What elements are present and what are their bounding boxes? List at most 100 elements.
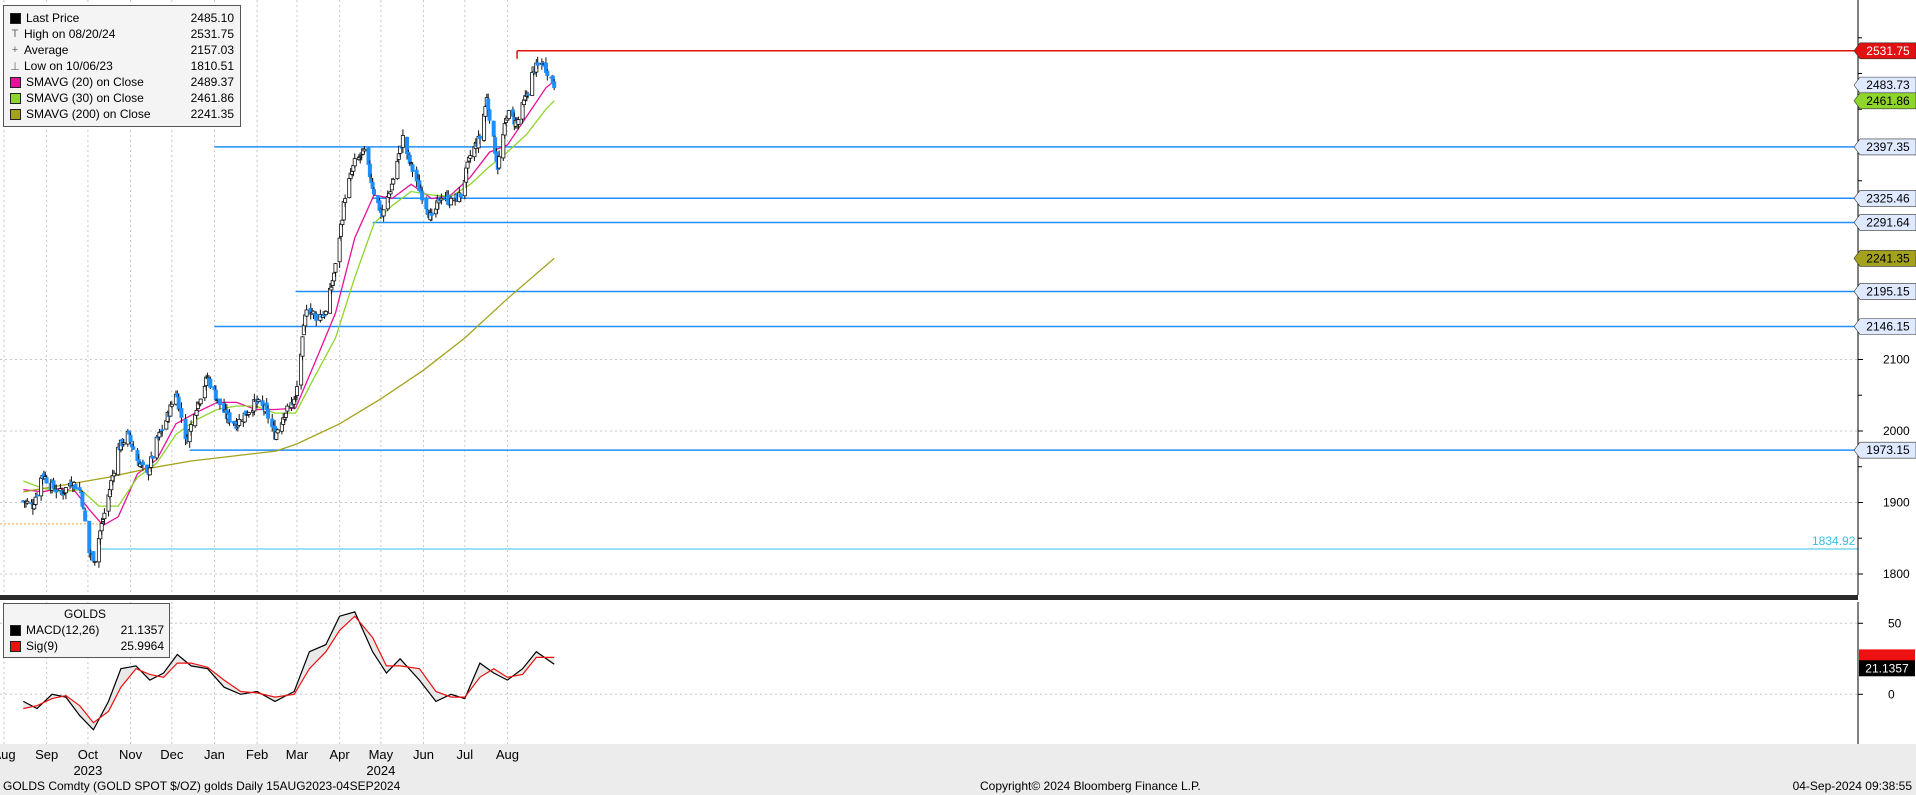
level-value-tag: 1973.15 — [1853, 441, 1916, 459]
candle-down — [458, 193, 463, 198]
candle-up — [332, 272, 337, 282]
candle-up — [121, 442, 126, 445]
legend-row: SMAVG (200) on Close 2241.35 — [6, 106, 234, 122]
sma200-value-tag: 2241.35 — [1853, 250, 1916, 267]
sma200-value-tag-text: 2241.35 — [1866, 251, 1910, 265]
candle-up — [391, 178, 396, 185]
candle-up — [483, 106, 488, 117]
month-label: Aug — [496, 747, 519, 762]
candle-down — [44, 477, 49, 484]
candle-up — [169, 403, 174, 407]
month-label: Jul — [456, 747, 473, 762]
candle-down — [487, 109, 492, 121]
candle-up — [323, 311, 328, 316]
candle-down — [51, 480, 56, 489]
candle-down — [491, 120, 496, 137]
candle-down — [260, 400, 265, 407]
candle-up — [439, 197, 444, 201]
legend-label: SMAVG (30) on Close — [26, 91, 144, 105]
candle-down — [372, 189, 377, 195]
candle-down — [477, 135, 482, 140]
candle-up — [352, 158, 357, 167]
legend-value: 2157.03 — [190, 43, 234, 57]
level-value-tag-box — [1853, 189, 1916, 207]
sma200-value-tag-box — [1853, 250, 1916, 267]
legend-swatch — [10, 92, 21, 104]
candle-down — [545, 70, 550, 76]
candle-up — [389, 183, 394, 191]
legend-label: SMAVG (20) on Close — [26, 75, 144, 89]
candle-up — [25, 500, 30, 504]
candle-up — [256, 399, 261, 403]
candle-up — [99, 523, 104, 532]
candle-down — [83, 510, 88, 522]
last-value-tag-text: 2483.73 — [1866, 78, 1910, 92]
candle-up — [337, 237, 342, 263]
legend-value: 2241.35 — [190, 107, 234, 121]
candle-down — [73, 484, 78, 490]
candle-up — [252, 399, 257, 412]
signal-line — [23, 615, 555, 724]
candle-up — [304, 309, 309, 317]
candle-down — [266, 408, 271, 419]
candle-down — [77, 487, 82, 491]
legend-row: Last Price 2485.10 — [6, 10, 234, 26]
level-value-tag: 2146.15 — [1853, 318, 1916, 335]
candle-down — [486, 98, 491, 110]
candle-down — [160, 429, 165, 432]
candle-down — [150, 455, 155, 459]
high-value-tag-box — [1853, 42, 1916, 60]
footer-right: 04-Sep-2024 09:38:55 — [1792, 779, 1912, 793]
axes: Aug Sep Oct Nov Dec Jan Feb Mar Apr May Jun Jul Aug 2… — [0, 0, 1910, 778]
legend-value: 2531.75 — [190, 27, 234, 41]
candle-down — [406, 151, 411, 155]
level-value-tag-box — [1853, 214, 1916, 231]
legend-label: High on 08/20/24 — [24, 27, 116, 41]
sma30-value-tag: 2461.86 — [1853, 92, 1916, 110]
signal-value-tag — [1859, 649, 1915, 662]
level-value-tag-box — [1853, 283, 1916, 300]
candle-up — [204, 376, 209, 387]
legend-swatch — [10, 108, 21, 120]
legend-row: SMAVG (30) on Close 2461.86 — [6, 90, 234, 106]
legend-label: Low on 10/06/23 — [24, 59, 113, 73]
level-value-tag: 2291.64 — [1853, 214, 1916, 231]
candle-down — [552, 81, 557, 89]
candle-up — [388, 191, 393, 195]
legend-symbol: + — [11, 44, 19, 56]
footer-background — [0, 744, 1916, 795]
month-label: Mar — [286, 747, 309, 762]
candle-down — [54, 489, 59, 493]
price-tick-label: 1900 — [1883, 495, 1910, 509]
candle-up — [362, 148, 367, 152]
candle-up — [506, 110, 511, 120]
level-value-tag-text: 2291.64 — [1866, 215, 1910, 229]
candle-up — [237, 419, 242, 426]
level-value-tag-box — [1853, 441, 1916, 459]
legend-symbol: T — [11, 28, 19, 40]
panel-divider — [0, 595, 1916, 600]
candle-up — [275, 429, 280, 434]
low-level-label: 1834.92 — [1812, 534, 1856, 548]
candle-down — [526, 93, 531, 96]
macd-value-text: 21.1357 — [1865, 661, 1909, 675]
candle-down — [314, 313, 319, 321]
candle-up — [516, 119, 521, 125]
candle-up — [497, 156, 502, 169]
legend-label: Sig(9) — [26, 639, 59, 653]
macd-tick-label: 50 — [1888, 616, 1902, 630]
candle-down — [140, 461, 145, 466]
legend-value: 1810.51 — [190, 59, 234, 73]
candle-up — [333, 263, 338, 273]
legend-value: 2461.86 — [190, 91, 234, 105]
level-value-tag-box — [1853, 318, 1916, 335]
legend-value: 2489.37 — [190, 75, 234, 89]
candle-up — [116, 446, 121, 476]
candle-up — [530, 72, 535, 96]
footer-left: GOLDS Comdty (GOLD SPOT $/OZ) golds Dail… — [3, 779, 401, 793]
candle-up — [398, 145, 403, 154]
candles — [21, 56, 557, 568]
candle-down — [91, 551, 96, 562]
price-tick-label: 1800 — [1883, 567, 1910, 581]
